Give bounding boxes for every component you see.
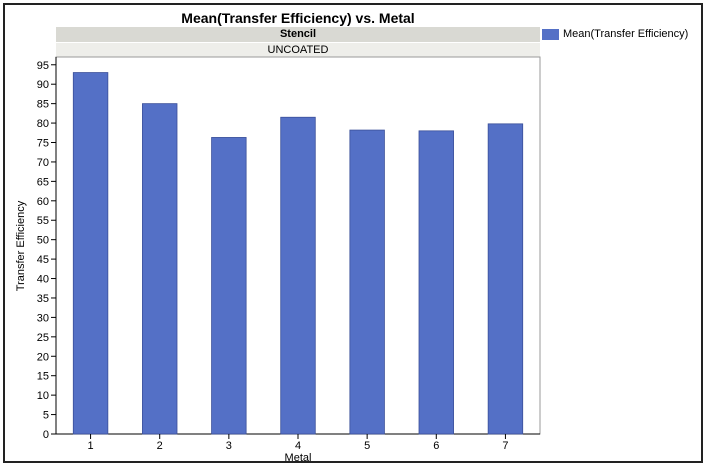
facet-header: Stencil [56,27,540,42]
facet-value: UNCOATED [56,43,540,57]
legend: Mean(Transfer Efficiency) [542,28,688,40]
legend-swatch [542,28,559,40]
chart-frame [3,3,703,463]
chart-title: Mean(Transfer Efficiency) vs. Metal [181,10,415,26]
legend-label: Mean(Transfer Efficiency) [563,28,689,40]
